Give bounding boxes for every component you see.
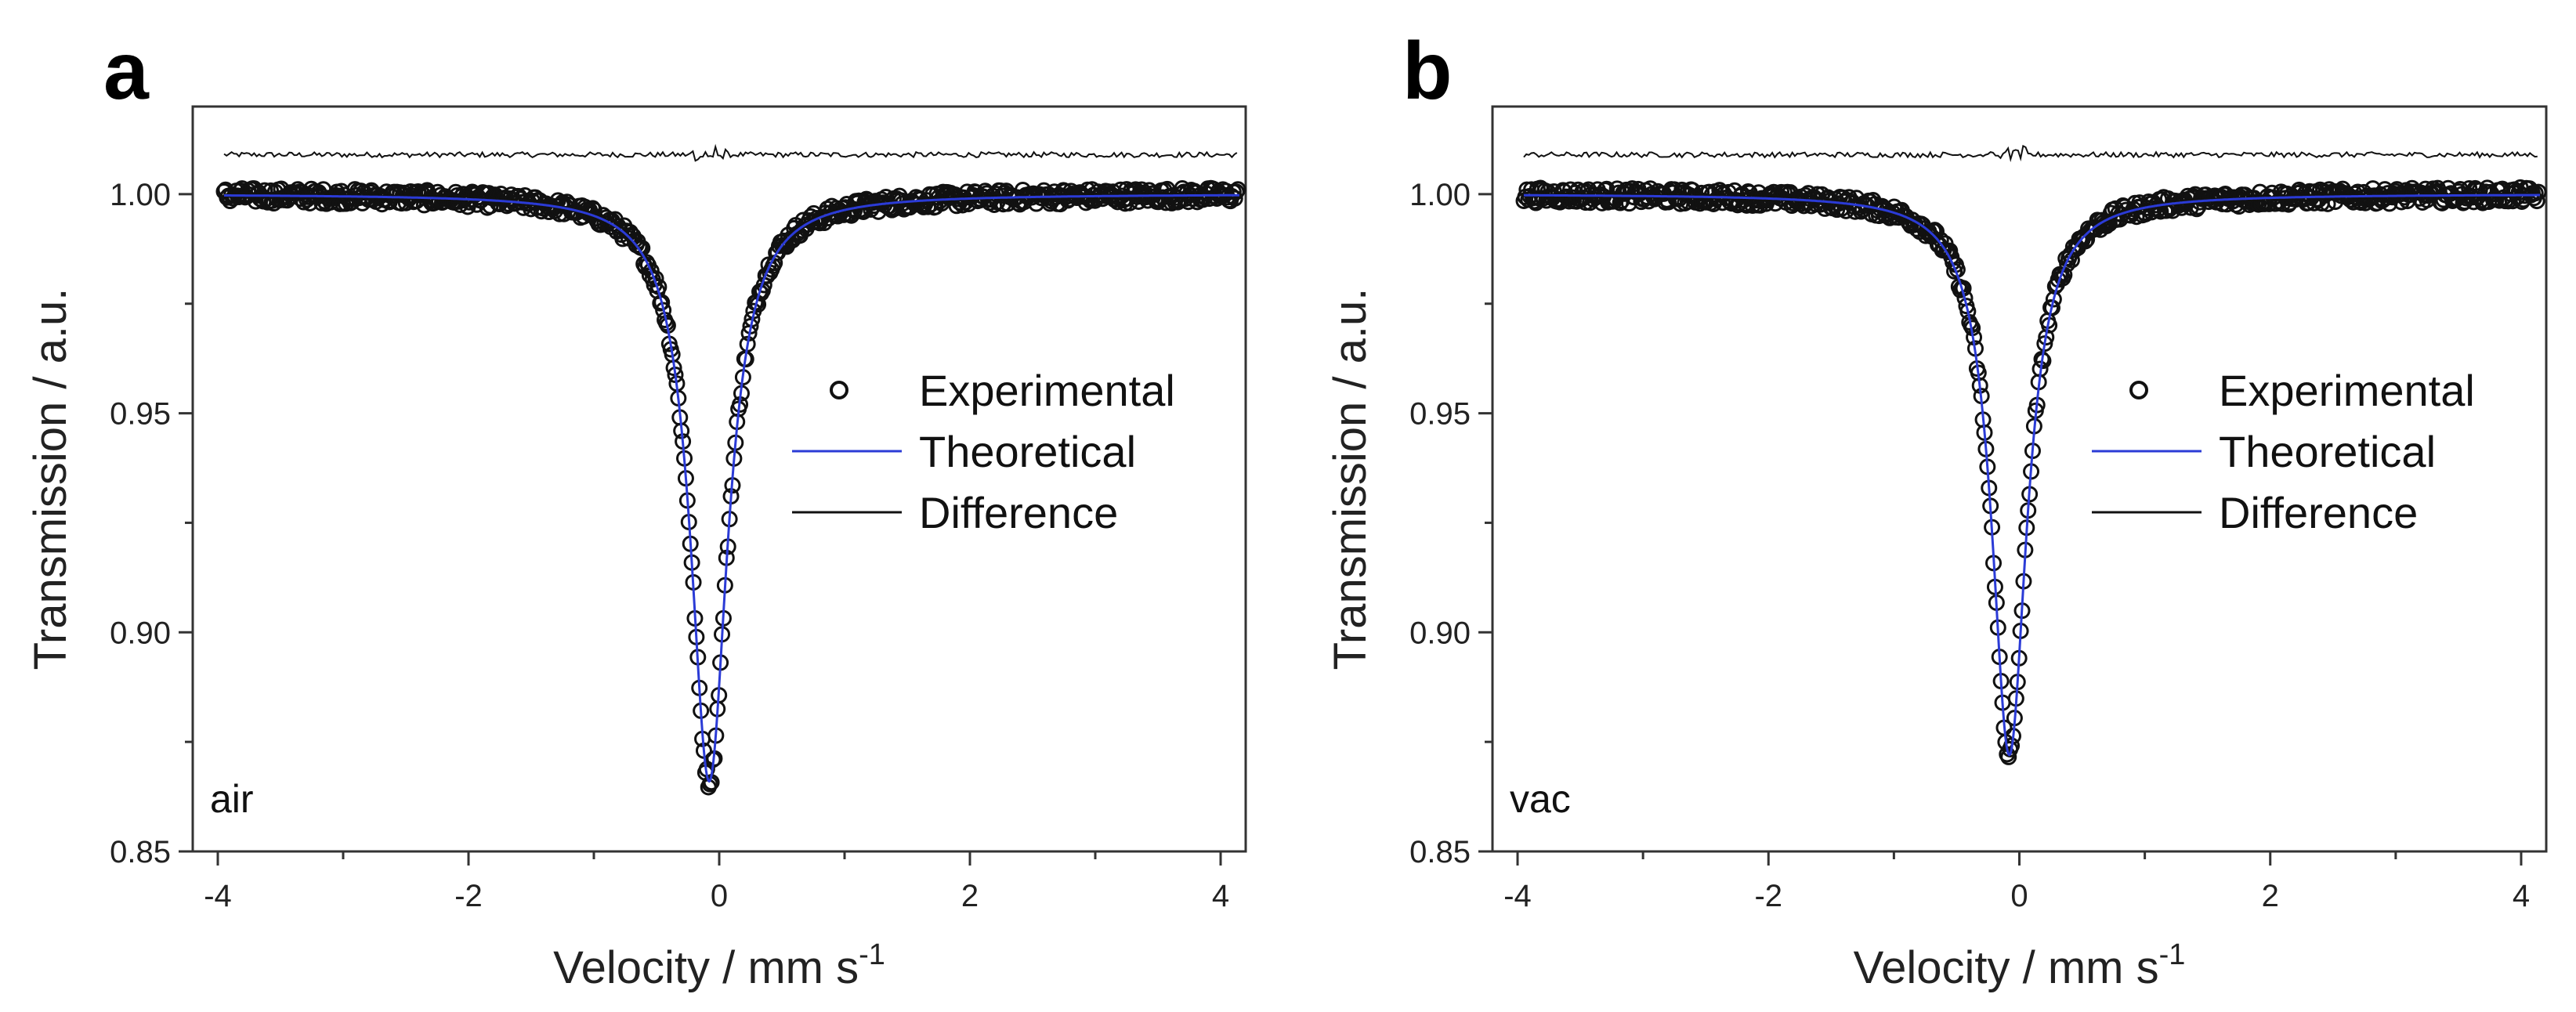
legend-marker-experimental (830, 381, 848, 399)
condition-label: air (210, 777, 254, 821)
x-tick-label: 4 (2513, 879, 2530, 913)
theoretical-line (1524, 193, 2540, 757)
data-point (292, 190, 309, 208)
legend-label-difference: Difference (919, 488, 1118, 537)
legend: Experimental Theoretical Difference (792, 366, 1175, 537)
x-tick-label: 0 (2010, 879, 2028, 913)
x-axis: -4 -2 0 2 4 (204, 851, 1229, 913)
x-axis-label-text: Velocity / mm s (1854, 942, 2159, 993)
y-tick-label: 0.95 (110, 397, 171, 432)
x-tick-label: -4 (1503, 879, 1532, 913)
x-axis-label-superscript: -1 (2159, 938, 2186, 971)
data-point (1229, 181, 1246, 198)
legend-label-experimental: Experimental (919, 366, 1175, 415)
y-axis-label: Transmission / a.u. (25, 288, 76, 670)
x-tick-label: 2 (2262, 879, 2279, 913)
panel-label: b (1402, 26, 1453, 117)
panel-label: a (103, 26, 150, 117)
theoretical-line (224, 193, 1239, 783)
data-point (1226, 190, 1243, 207)
y-tick-label: 0.85 (1409, 835, 1471, 869)
x-tick-label: 2 (961, 879, 979, 913)
x-tick-label: -2 (1754, 879, 1782, 913)
y-tick-label: 0.85 (110, 835, 171, 869)
data-point (653, 294, 671, 311)
legend-label-difference: Difference (2219, 488, 2418, 537)
x-tick-label: -2 (454, 879, 483, 913)
y-tick-label: 1.00 (110, 178, 171, 212)
x-axis: -4 -2 0 2 4 (1503, 851, 2530, 913)
difference-line (1523, 144, 2538, 163)
x-tick-label: 4 (1212, 879, 1229, 913)
data-point (2000, 748, 2017, 765)
x-tick-label: -4 (204, 879, 232, 913)
legend: Experimental Theoretical Difference (2092, 366, 2475, 537)
condition-label: vac (1510, 777, 1571, 821)
data-point (2530, 183, 2547, 201)
y-tick-label: 1.00 (1409, 178, 1471, 212)
legend-label-theoretical: Theoretical (2219, 427, 2436, 476)
y-axis: 0.85 0.90 0.95 1.00 (110, 178, 193, 869)
x-axis-label-text: Velocity / mm s (553, 942, 859, 993)
data-point (845, 202, 863, 219)
y-tick-label: 0.90 (1409, 616, 1471, 650)
x-axis-label: Velocity / mm s-1 (553, 938, 885, 993)
y-tick-label: 0.90 (110, 616, 171, 650)
y-axis: 0.85 0.90 0.95 1.00 (1409, 178, 1492, 869)
legend-label-theoretical: Theoretical (919, 427, 1136, 476)
x-axis-label-superscript: -1 (859, 938, 885, 971)
legend-label-experimental: Experimental (2219, 366, 2475, 415)
x-axis-label: Velocity / mm s-1 (1854, 938, 2186, 993)
y-tick-label: 0.95 (1409, 397, 1471, 432)
legend-marker-experimental (2129, 381, 2148, 399)
x-tick-label: 0 (711, 879, 728, 913)
y-axis-label: Transmission / a.u. (1325, 288, 1376, 670)
plot-frame (191, 105, 1247, 853)
difference-line (223, 143, 1238, 162)
